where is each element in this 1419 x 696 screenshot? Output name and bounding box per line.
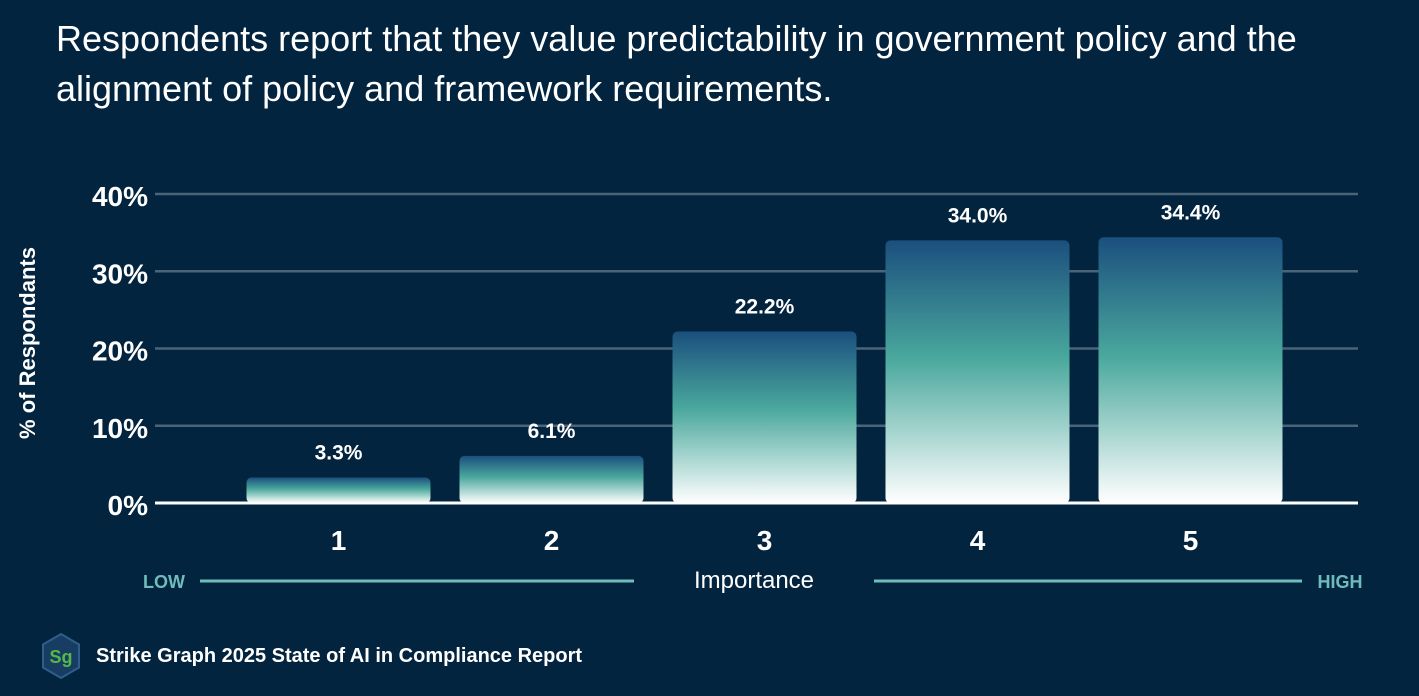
bar [885,240,1070,503]
y-tick-label: 30% [92,258,148,289]
x-tick-label: 2 [544,525,560,556]
bar-value-label: 6.1% [528,420,576,443]
scale-high-label: HIGH [1318,572,1363,592]
logo-text: Sg [49,647,72,667]
bar-value-label: 22.2% [735,296,795,319]
bar [459,455,644,503]
x-tick-label: 5 [1183,525,1199,556]
bar-value-label: 3.3% [315,442,363,465]
bar-value-label: 34.0% [948,204,1008,227]
x-tick-label: 3 [757,525,773,556]
bar [246,477,431,503]
footer: Sg Strike Graph 2025 State of AI in Comp… [40,632,582,680]
bar-chart: 0% 10% 20% 30% 40% 3.3% 6.1% 22.2% 34.0% 34.4% 1… [15,181,1363,594]
y-axis-label: % of Respondants [15,247,40,439]
y-tick-label: 0% [108,490,149,521]
scale-low-label: LOW [143,572,185,592]
source-credit: Strike Graph 2025 State of AI in Complia… [96,644,583,667]
bar [1098,237,1283,503]
x-axis-label: Importance [694,567,814,594]
y-tick-label: 20% [92,336,148,367]
bar [672,331,857,503]
x-tick-label: 4 [970,525,986,556]
y-tick-label: 40% [92,181,148,212]
x-tick-label: 1 [331,525,347,556]
y-tick-label: 10% [92,413,148,444]
chart-title: Respondents report that they value predi… [56,18,1297,109]
bar-value-label: 34.4% [1161,201,1221,224]
strike-graph-logo-icon: Sg [42,632,80,680]
